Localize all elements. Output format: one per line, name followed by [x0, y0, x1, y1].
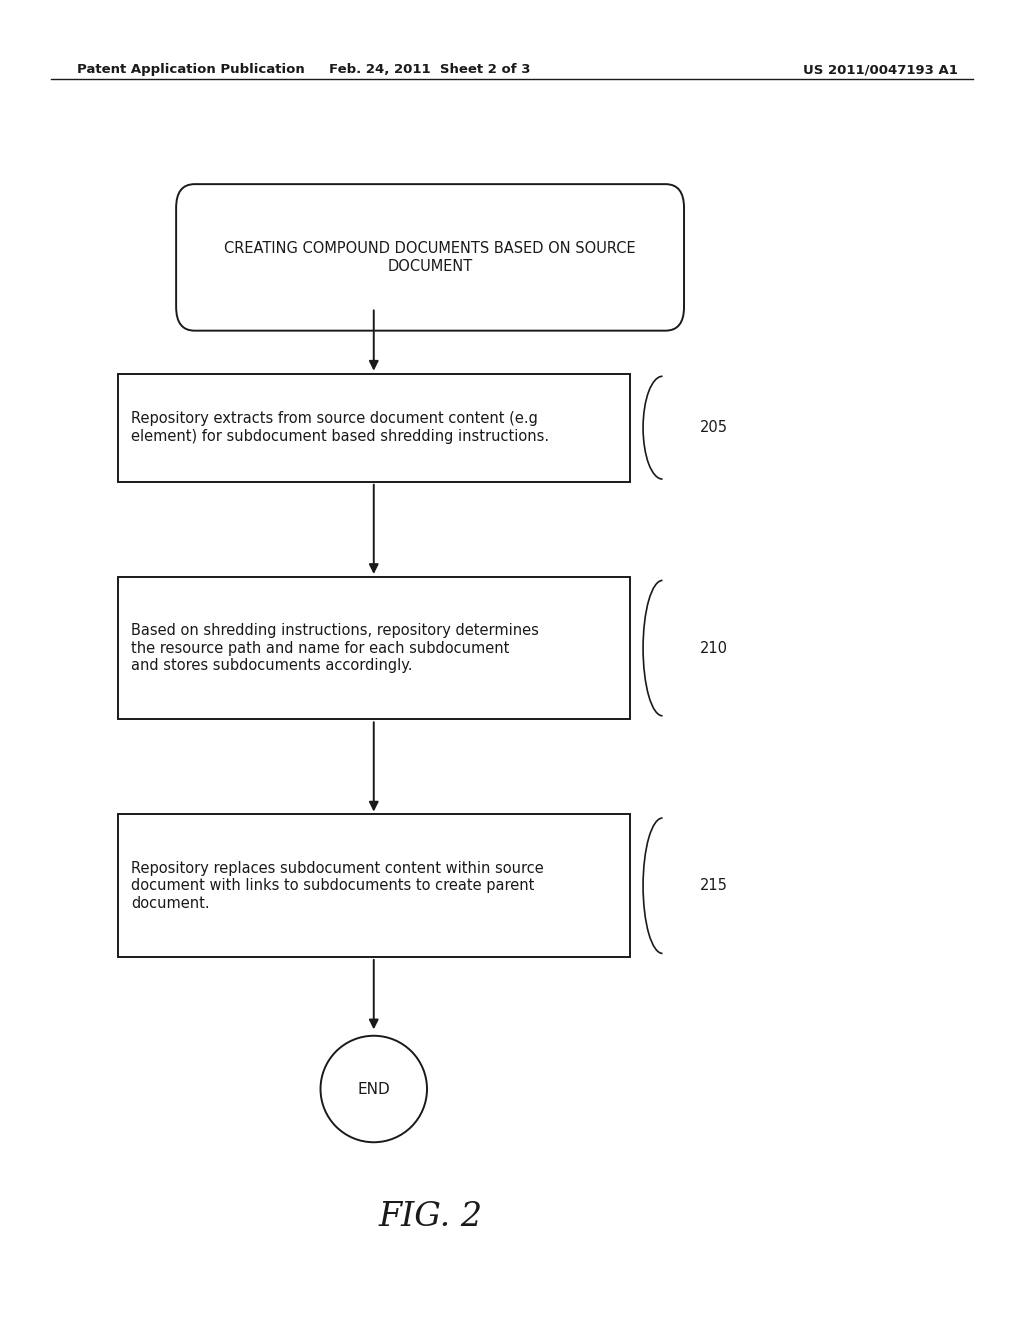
FancyBboxPatch shape	[176, 183, 684, 330]
Text: Repository extracts from source document content (e.g
element) for subdocument b: Repository extracts from source document…	[131, 412, 549, 444]
Bar	[118, 814, 630, 957]
Text: US 2011/0047193 A1: US 2011/0047193 A1	[803, 63, 958, 77]
Text: Feb. 24, 2011  Sheet 2 of 3: Feb. 24, 2011 Sheet 2 of 3	[330, 63, 530, 77]
Text: 215: 215	[699, 878, 727, 894]
Text: 210: 210	[699, 640, 727, 656]
Bar	[118, 374, 630, 482]
Text: FIG. 2: FIG. 2	[378, 1201, 482, 1233]
Text: Based on shredding instructions, repository determines
the resource path and nam: Based on shredding instructions, reposit…	[131, 623, 539, 673]
Text: Repository replaces subdocument content within source
document with links to sub: Repository replaces subdocument content …	[131, 861, 544, 911]
Text: Patent Application Publication: Patent Application Publication	[77, 63, 304, 77]
Text: 205: 205	[699, 420, 727, 436]
Text: CREATING COMPOUND DOCUMENTS BASED ON SOURCE
DOCUMENT: CREATING COMPOUND DOCUMENTS BASED ON SOU…	[224, 242, 636, 273]
Text: END: END	[357, 1081, 390, 1097]
Ellipse shape	[321, 1036, 427, 1142]
Bar	[118, 577, 630, 719]
